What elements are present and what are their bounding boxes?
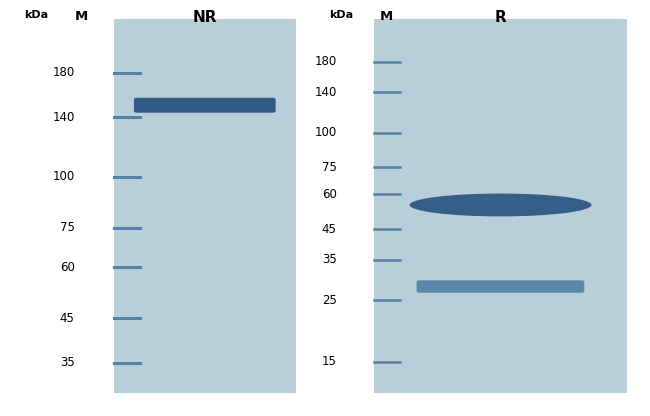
FancyBboxPatch shape [417, 280, 584, 293]
Bar [374, 19, 627, 393]
Text: 35: 35 [322, 253, 337, 266]
FancyBboxPatch shape [134, 98, 276, 113]
Text: 140: 140 [53, 111, 75, 124]
Text: 45: 45 [60, 312, 75, 325]
Text: NR: NR [192, 10, 217, 25]
Text: 140: 140 [315, 86, 337, 99]
Text: 180: 180 [315, 55, 337, 68]
Text: kDa: kDa [23, 10, 48, 20]
Text: R: R [495, 10, 506, 25]
Ellipse shape [410, 193, 592, 216]
Text: 75: 75 [322, 161, 337, 174]
Text: 75: 75 [60, 221, 75, 234]
Text: 180: 180 [53, 67, 75, 79]
Text: 100: 100 [53, 171, 75, 183]
Text: M: M [380, 10, 393, 23]
Text: kDa: kDa [329, 10, 354, 20]
Text: 100: 100 [315, 126, 337, 139]
Text: 15: 15 [322, 356, 337, 369]
Text: 60: 60 [60, 261, 75, 274]
Text: 45: 45 [322, 223, 337, 236]
Text: 35: 35 [60, 356, 75, 369]
Bar [114, 19, 296, 393]
Text: 60: 60 [322, 188, 337, 201]
Text: 25: 25 [322, 294, 337, 307]
Text: M: M [75, 10, 88, 23]
